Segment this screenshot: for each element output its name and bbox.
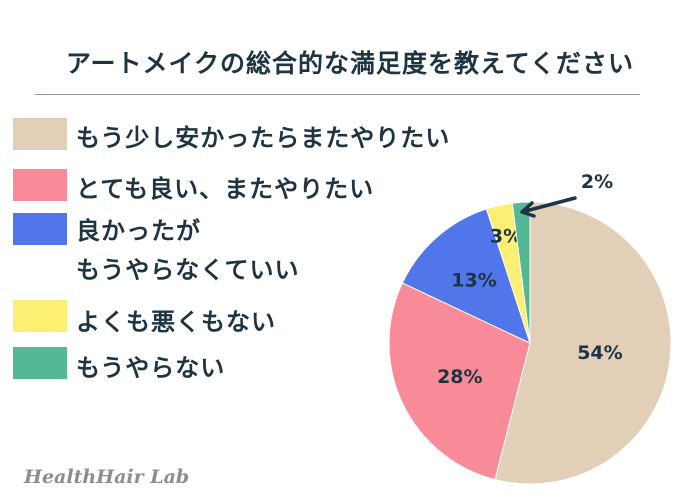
pie-slice-2 (401, 208, 531, 344)
pie-slice-1 (388, 282, 531, 481)
legend-label-1: とても良い、またやりたい (76, 175, 375, 203)
arrow-icon (520, 196, 577, 218)
legend-label-3: よくも悪くもない (76, 308, 276, 336)
data-label-3: 3% (490, 226, 522, 248)
legend-label-2b: もうやらなくていい (76, 256, 300, 284)
watermark: HealthHair Lab (24, 466, 190, 488)
pie-slice-0 (494, 201, 672, 485)
legend-label-2a: 良かったが (76, 217, 201, 245)
title-divider (35, 94, 640, 95)
legend-swatch-0 (13, 118, 67, 150)
chart-title: アートメイクの総合的な満足度を教えてください (65, 49, 634, 78)
legend-label-0: もう少し安かったらまたやりたい (76, 124, 451, 152)
data-label-1: 28% (437, 366, 482, 388)
data-label-4: 2% (581, 171, 613, 193)
pie-slice-4 (511, 201, 531, 344)
legend-swatch-3 (13, 300, 67, 332)
legend-swatch-2 (13, 213, 67, 245)
data-label-2: 13% (451, 270, 496, 292)
legend-swatch-1 (13, 169, 67, 201)
legend-label-4: もうやらない (76, 354, 226, 382)
legend-swatch-4 (13, 347, 67, 379)
data-label-0: 54% (577, 342, 622, 364)
